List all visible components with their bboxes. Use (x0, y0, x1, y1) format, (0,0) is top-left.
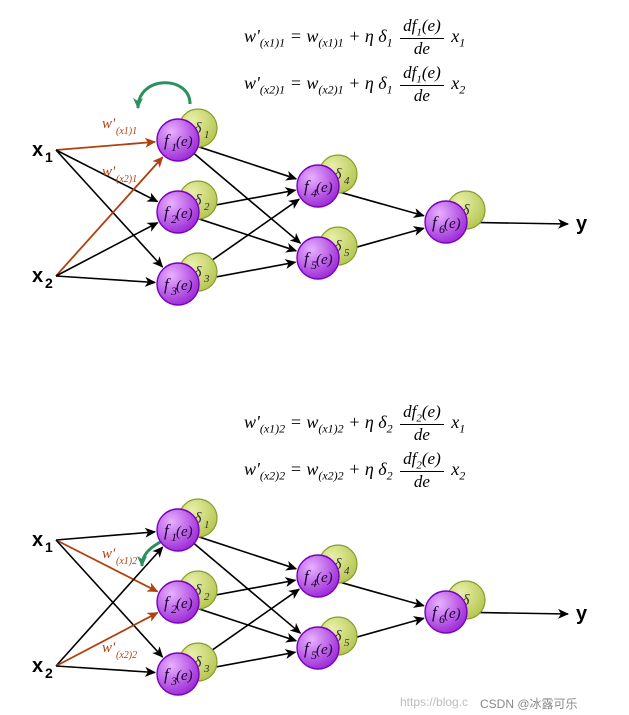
svg-text:2: 2 (45, 275, 53, 291)
svg-text:(e): (e) (176, 668, 193, 684)
diagram-canvas: w'(x1)1w'(x2)1δ1δ2δ3δ4δ5δf1(e)f2(e)f3(e)… (0, 0, 629, 715)
svg-text:1: 1 (45, 149, 53, 165)
svg-text:x: x (32, 265, 43, 287)
svg-text:5: 5 (344, 247, 350, 259)
svg-text:y: y (576, 213, 588, 235)
svg-text:(e): (e) (316, 180, 333, 196)
svg-text:3: 3 (203, 663, 210, 675)
svg-text:3: 3 (203, 273, 210, 285)
svg-text:2: 2 (204, 201, 210, 213)
svg-text:(x2)1: (x2)1 (116, 174, 137, 185)
svg-text:1: 1 (204, 519, 210, 531)
svg-text:(e): (e) (176, 596, 193, 612)
svg-text:x: x (32, 529, 43, 551)
svg-text:w': w' (102, 164, 116, 180)
svg-text:(e): (e) (444, 216, 461, 232)
svg-text:(e): (e) (176, 524, 193, 540)
svg-text:(e): (e) (316, 252, 333, 268)
svg-text:(e): (e) (176, 206, 193, 222)
svg-text:w': w' (102, 640, 116, 656)
svg-text:w': w' (102, 116, 116, 132)
watermark-url: https://blog.c (400, 695, 468, 709)
svg-text:x: x (32, 139, 43, 161)
svg-text:1: 1 (45, 539, 53, 555)
svg-text:2: 2 (204, 591, 210, 603)
svg-text:y: y (576, 603, 588, 625)
svg-text:2: 2 (45, 665, 53, 681)
svg-text:4: 4 (344, 565, 350, 577)
svg-text:(e): (e) (176, 134, 193, 150)
svg-text:(e): (e) (176, 278, 193, 294)
diagram-svg: w'(x1)1w'(x2)1δ1δ2δ3δ4δ5δf1(e)f2(e)f3(e)… (0, 0, 629, 715)
svg-text:(x1)2: (x1)2 (116, 556, 137, 567)
equation-2: w'(x2)1 = w(x2)1 + η δ1 df1(e)de x2 (244, 63, 465, 106)
svg-text:4: 4 (344, 175, 350, 187)
equation-4: w'(x2)2 = w(x2)2 + η δ2 df2(e)de x2 (244, 449, 465, 492)
svg-text:5: 5 (344, 637, 350, 649)
svg-text:(x2)2: (x2)2 (116, 650, 137, 661)
svg-text:1: 1 (204, 129, 210, 141)
svg-text:(e): (e) (444, 606, 461, 622)
watermark-attr: CSDN @冰露可乐 (480, 695, 578, 712)
svg-text:x: x (32, 655, 43, 677)
equation-1: w'(x1)1 = w(x1)1 + η δ1 df1(e)de x1 (244, 16, 465, 59)
svg-text:(x1)1: (x1)1 (116, 126, 137, 137)
svg-text:(e): (e) (316, 570, 333, 586)
svg-text:(e): (e) (316, 642, 333, 658)
svg-text:w': w' (102, 546, 116, 562)
equation-3: w'(x1)2 = w(x1)2 + η δ2 df2(e)de x1 (244, 402, 465, 445)
